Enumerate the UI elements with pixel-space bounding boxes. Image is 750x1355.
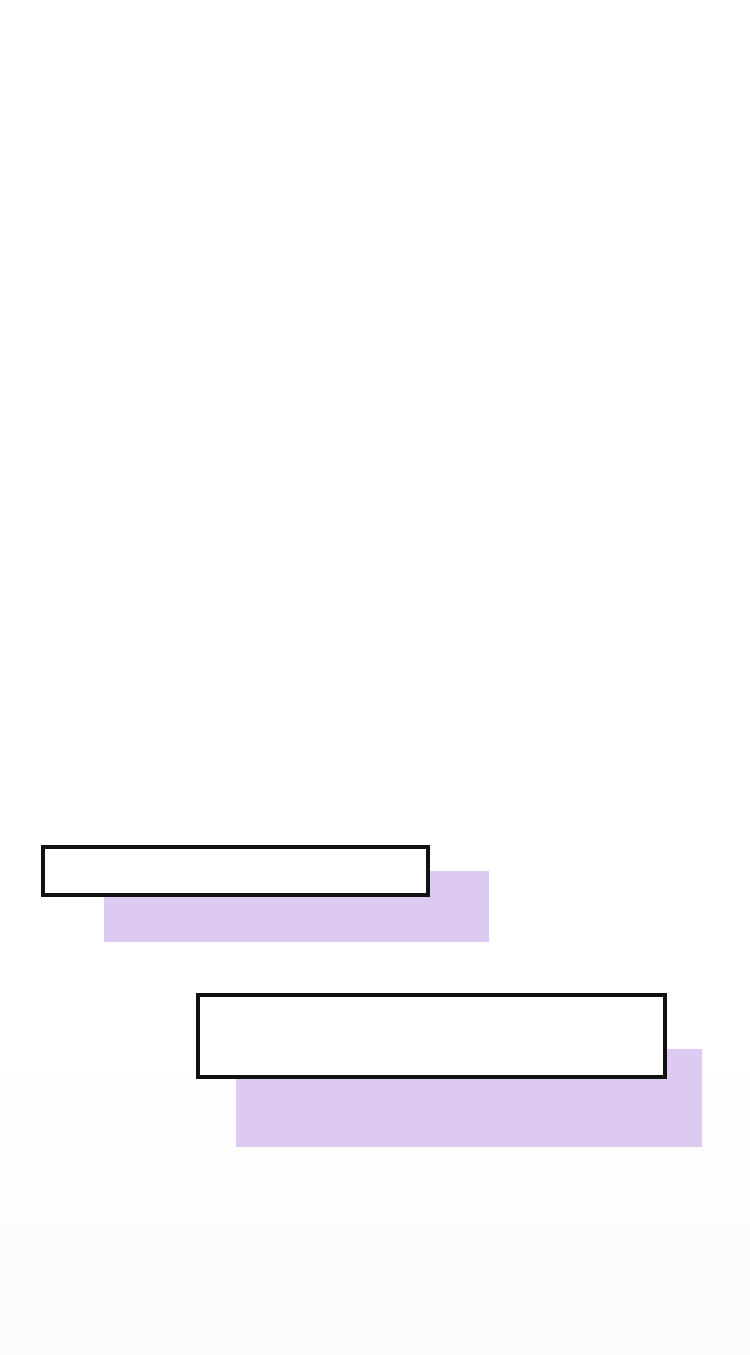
caption-box-2 bbox=[196, 993, 667, 1079]
caption-box-1 bbox=[41, 845, 430, 897]
